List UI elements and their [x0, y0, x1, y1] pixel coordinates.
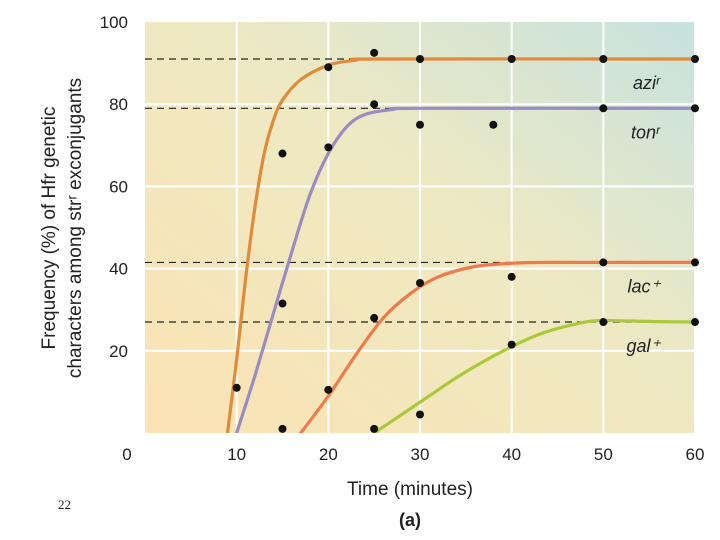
- series-line: [235, 106, 695, 433]
- series-line: [299, 260, 695, 433]
- x-tick-label: 50: [594, 445, 613, 464]
- x-tick-label: 10: [227, 445, 246, 464]
- data-point: [370, 48, 379, 57]
- data-point: [599, 258, 608, 267]
- series-label: gal⁺: [626, 336, 661, 356]
- data-point: [324, 143, 333, 152]
- x-tick-label: 30: [411, 445, 430, 464]
- data-point: [599, 104, 608, 113]
- panel-label: (a): [399, 510, 421, 530]
- data-point: [416, 54, 424, 63]
- data-point: [691, 318, 699, 327]
- data-point: [324, 63, 333, 72]
- data-point: [370, 100, 379, 109]
- y-tick-label: 100: [100, 13, 128, 32]
- y-tick-label: 20: [109, 342, 128, 361]
- data-point: [599, 54, 608, 63]
- data-point: [691, 104, 699, 113]
- data-point: [232, 383, 241, 392]
- data-point: [278, 299, 287, 308]
- data-point: [324, 385, 333, 394]
- x-tick-label: 40: [502, 445, 521, 464]
- series-label: aziʳ: [633, 73, 661, 93]
- y-tick-label: 40: [109, 260, 128, 279]
- y-axis-label-line-1: Frequency (%) of Hfr genetic: [39, 107, 60, 350]
- data-point: [416, 120, 424, 129]
- data-point: [416, 278, 424, 287]
- data-point: [599, 318, 608, 327]
- x-axis-label: Time (minutes): [347, 479, 473, 500]
- gridlines: [145, 22, 696, 433]
- y-axis-label: Frequency (%) of Hfr genetic characters …: [39, 78, 86, 378]
- series-labels: aziʳ tonʳ lac⁺ gal⁺: [626, 73, 661, 356]
- data-point: [370, 424, 379, 433]
- data-point: [507, 340, 516, 349]
- x-tick-label: 0: [122, 445, 131, 464]
- data-point: [507, 54, 516, 63]
- data-point: [507, 272, 516, 281]
- y-tick-label: 60: [109, 177, 128, 196]
- series-curves: [225, 57, 695, 433]
- data-point: [416, 410, 424, 419]
- y-axis-label-line-2: characters among strʳ exconjugants: [65, 78, 86, 378]
- data-point: [278, 424, 287, 433]
- series-line: [372, 318, 695, 433]
- x-tick-label: 60: [686, 445, 705, 464]
- series-label: lac⁺: [627, 276, 661, 296]
- data-point: [278, 149, 287, 158]
- data-point: [370, 313, 379, 322]
- x-tick-label: 20: [319, 445, 338, 464]
- data-points: [232, 48, 699, 433]
- series-line: [225, 57, 695, 433]
- series-label: tonʳ: [631, 122, 661, 142]
- tick-labels: 0 10 20 30 40 50 60 20 40 60 80 100: [100, 13, 705, 464]
- data-point: [691, 258, 699, 267]
- page-number: 22: [58, 497, 71, 512]
- data-point: [489, 120, 498, 129]
- data-point: [691, 54, 699, 63]
- y-tick-label: 80: [109, 95, 128, 114]
